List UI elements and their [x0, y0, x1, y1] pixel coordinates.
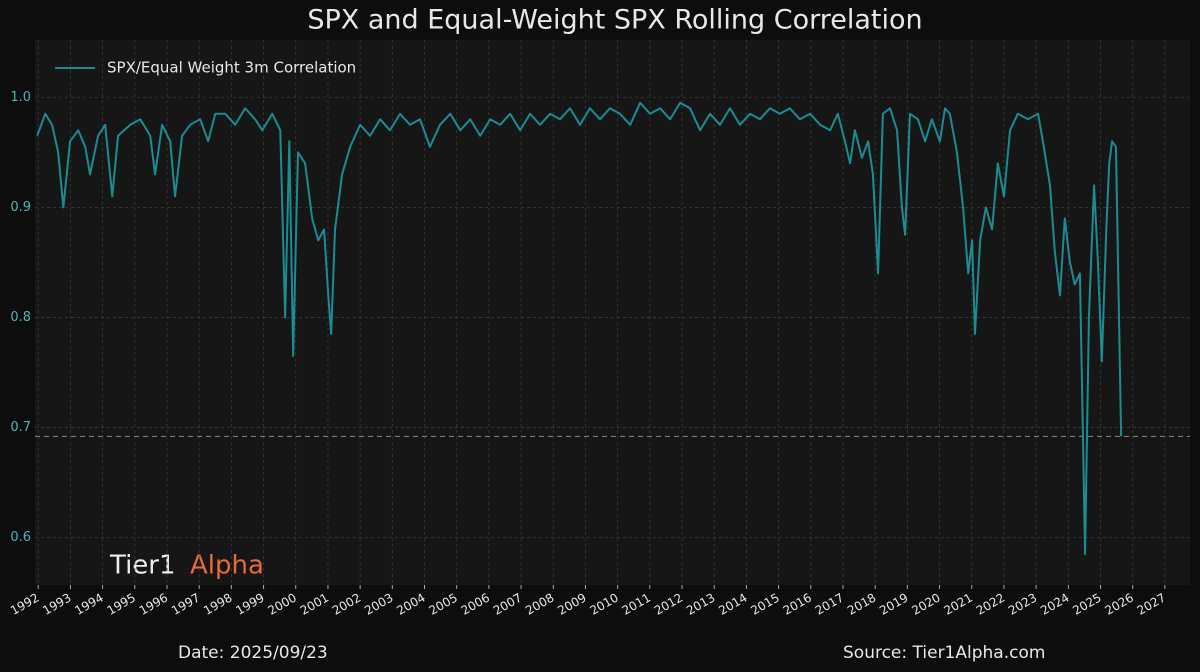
- series-line: [36, 101, 1123, 556]
- y-tick-label: 0.7: [10, 420, 31, 435]
- y-tick-label: 0.6: [10, 530, 31, 545]
- source-note: Source: Tier1Alpha.com: [843, 643, 1045, 663]
- chart-title: SPX and Equal-Weight SPX Rolling Correla…: [307, 5, 922, 36]
- legend-label: SPX/Equal Weight 3m Correlation: [107, 59, 356, 77]
- watermark-part1: Tier1: [109, 551, 176, 581]
- watermark-part2: Alpha: [190, 551, 264, 581]
- y-tick-label: 1.0: [10, 90, 31, 105]
- plot-area: [35, 40, 1190, 585]
- date-note: Date: 2025/09/23: [178, 643, 328, 663]
- y-tick-label: 0.8: [10, 310, 31, 325]
- y-tick-label: 0.9: [10, 200, 31, 215]
